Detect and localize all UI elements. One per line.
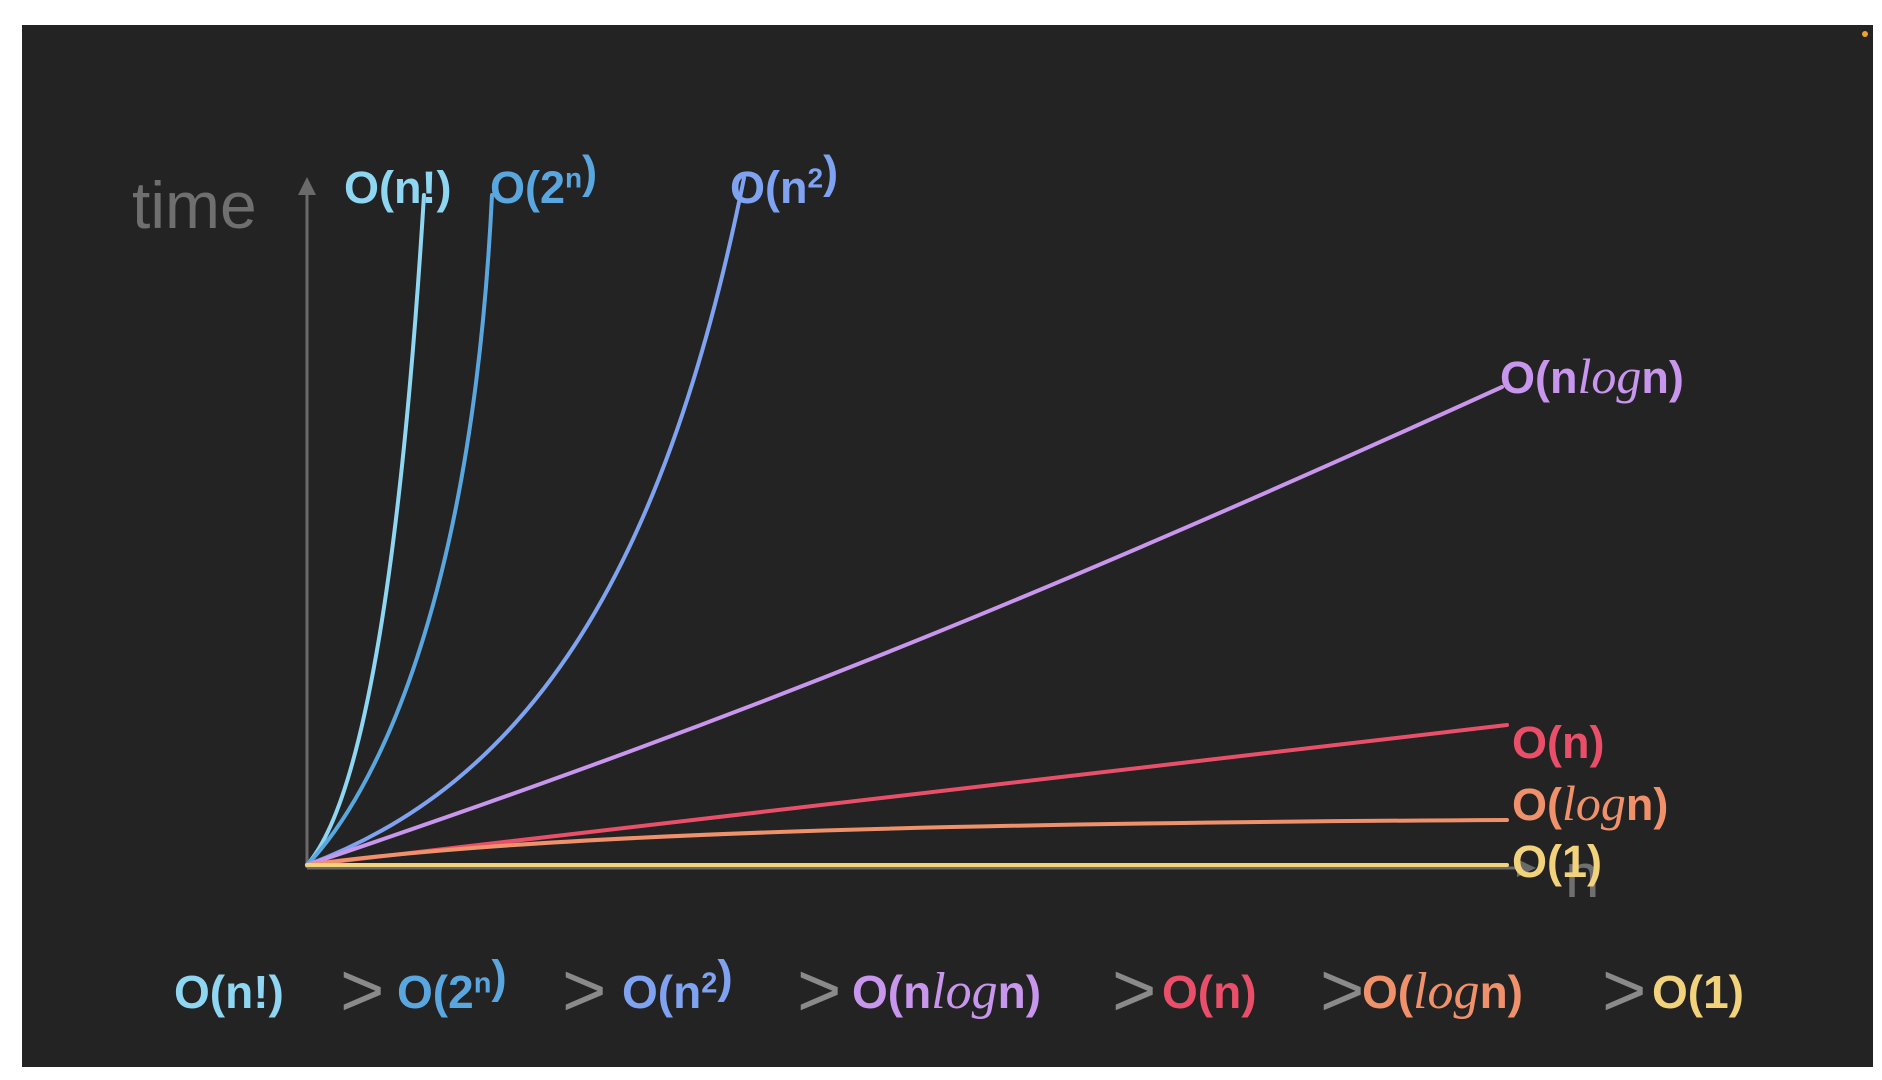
greater-than-separator: > <box>340 948 384 1033</box>
series-label-0: O(n!) <box>344 162 451 213</box>
y-axis-arrow <box>298 177 316 195</box>
series-label-2: O(n2) <box>730 147 838 213</box>
greater-than-separator: > <box>1602 948 1646 1033</box>
x-axis-label: n <box>1565 842 1599 911</box>
series-label-6: O(1) <box>1512 836 1602 887</box>
series-label-5: O(logn) <box>1512 775 1668 831</box>
series-line-5 <box>305 818 1509 867</box>
greater-than-separator: > <box>1320 948 1364 1033</box>
curve-labels: O(n!) O(2n) O(n2) O(nlogn) O(n) O(logn)O(1) <box>344 147 1684 887</box>
greater-than-separator: > <box>797 948 841 1033</box>
slide: time n O(n!) O(2n) O(n2) O(nlogn) O(n) O(logn)… <box>22 25 1873 1067</box>
series-label-1: O(2n) <box>490 147 597 213</box>
indicator-dot <box>1862 31 1868 37</box>
ordering-item-0: O(n!) <box>174 966 284 1018</box>
y-axis-label: time <box>132 168 257 242</box>
series-label-4: O(n) <box>1512 717 1604 768</box>
series-line-0 <box>305 193 426 867</box>
series-line-1 <box>305 193 494 867</box>
curves <box>305 176 1509 867</box>
axes: time n <box>132 168 1599 911</box>
ordering-row: O(n!) O(2n) O(n2) O(nlogn) O(n) O(logn) O(1)> >… <box>174 948 1744 1033</box>
ordering-item-3: O(nlogn) <box>852 963 1041 1020</box>
series-label-3: O(nlogn) <box>1500 348 1684 404</box>
ordering-item-4: O(n) <box>1162 966 1257 1018</box>
series-line-3 <box>305 385 1504 867</box>
series-line-4 <box>305 723 1509 867</box>
ordering-item-1: O(2n) <box>397 950 507 1018</box>
x-axis-arrow <box>1517 859 1536 877</box>
series-line-2 <box>305 176 746 867</box>
ordering-item-6: O(1) <box>1652 966 1744 1018</box>
greater-than-separator: > <box>1112 948 1156 1033</box>
ordering-item-5: O(logn) <box>1362 963 1523 1020</box>
ordering-item-2: O(n2) <box>622 950 733 1018</box>
greater-than-separator: > <box>562 948 606 1033</box>
complexity-chart: time n O(n!) O(2n) O(n2) O(nlogn) O(n) O(logn)… <box>132 147 1744 1033</box>
